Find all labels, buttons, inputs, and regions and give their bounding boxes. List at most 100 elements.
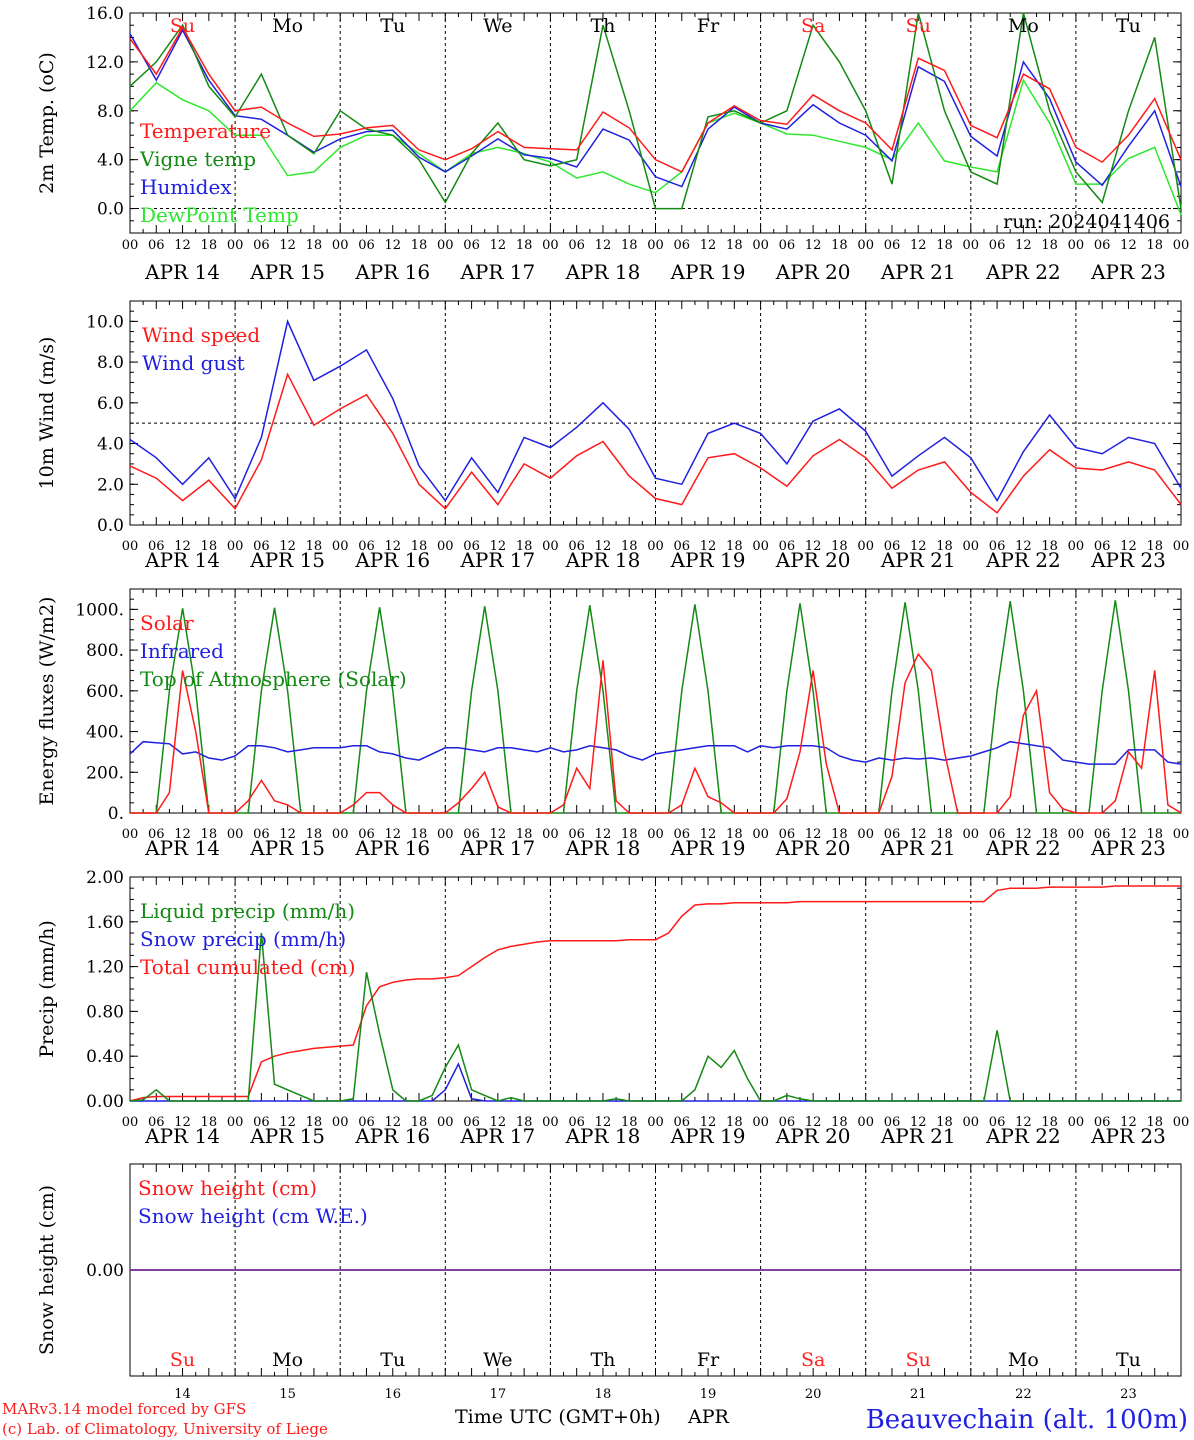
hour-label: 18 <box>936 238 953 253</box>
y-tick-label: 0.0 <box>97 200 124 220</box>
day-number: 21 <box>910 1387 927 1402</box>
hour-label: 06 <box>253 238 270 253</box>
hour-label: 18 <box>726 827 743 842</box>
legend-entry: Snow height (cm) <box>138 1176 317 1200</box>
hour-label: 18 <box>411 238 428 253</box>
hour-label: 06 <box>568 1115 585 1130</box>
hour-label: 00 <box>1068 539 1085 554</box>
hour-label: 00 <box>332 238 349 253</box>
hour-label: 00 <box>227 539 244 554</box>
series-line-total-cumulated-cm- <box>129 885 1181 1102</box>
hour-label: 06 <box>358 827 375 842</box>
y-tick-label: 16.0 <box>86 4 124 24</box>
hour-label: 06 <box>358 1115 375 1130</box>
legend-entry: Snow height (cm W.E.) <box>138 1204 368 1228</box>
hour-label: 00 <box>752 238 769 253</box>
date-label: APR 14 <box>144 548 220 572</box>
day-name-bottom: Mo <box>1008 1349 1039 1371</box>
hour-label: 06 <box>989 238 1006 253</box>
date-label: APR 20 <box>775 836 851 860</box>
hour-label: 06 <box>1094 1115 1111 1130</box>
day-number: 14 <box>174 1387 191 1402</box>
hour-label: 12 <box>805 539 822 554</box>
hour-label: 12 <box>1015 1115 1032 1130</box>
date-label: APR 16 <box>354 836 430 860</box>
hour-label: 00 <box>1173 238 1190 253</box>
hour-label: 00 <box>437 539 454 554</box>
date-label: APR 15 <box>249 836 325 860</box>
hour-label: 00 <box>227 827 244 842</box>
date-label: APR 21 <box>880 1124 956 1148</box>
hour-label: 18 <box>621 1115 638 1130</box>
legend-entry: DewPoint Temp <box>140 203 299 227</box>
hour-label: 12 <box>595 238 612 253</box>
hour-label: 12 <box>490 539 507 554</box>
hour-label: 00 <box>332 827 349 842</box>
hour-label: 06 <box>253 539 270 554</box>
hour-label: 00 <box>857 827 874 842</box>
hour-label: 18 <box>936 1115 953 1130</box>
y-tick-label: 400. <box>86 723 124 743</box>
date-label: APR 22 <box>985 548 1061 572</box>
date-label: APR 23 <box>1090 548 1166 572</box>
day-name-top: Sa <box>801 15 825 37</box>
date-label: APR 17 <box>459 260 535 284</box>
hour-label: 00 <box>963 238 980 253</box>
hour-label: 18 <box>306 827 323 842</box>
date-label: APR 16 <box>354 1124 430 1148</box>
hour-label: 12 <box>805 827 822 842</box>
day-name-bottom: Mo <box>272 1349 303 1371</box>
hour-label: 06 <box>463 539 480 554</box>
hour-label: 18 <box>1146 539 1163 554</box>
hour-label: 00 <box>437 238 454 253</box>
day-name-top: Fr <box>697 15 720 37</box>
day-name-top: Tu <box>1116 15 1141 37</box>
hour-label: 12 <box>805 238 822 253</box>
hour-label: 00 <box>647 827 664 842</box>
hour-label: 12 <box>174 1115 191 1130</box>
hour-label: 06 <box>148 827 165 842</box>
y-tick-label: 12.0 <box>86 53 124 73</box>
hour-label: 00 <box>857 1115 874 1130</box>
legend-entry: Vigne temp <box>139 147 256 171</box>
date-label: APR 18 <box>565 1124 641 1148</box>
hour-label: 12 <box>1015 827 1032 842</box>
hour-label: 00 <box>122 1115 139 1130</box>
legend-entry: Snow precip (mm/h) <box>140 927 346 951</box>
hour-label: 06 <box>989 827 1006 842</box>
date-label: APR 18 <box>565 260 641 284</box>
y-tick-label: 1.20 <box>86 958 124 978</box>
hour-label: 12 <box>1120 1115 1137 1130</box>
legend-entry: Infrared <box>140 639 224 663</box>
y-tick-label: 10.0 <box>86 312 124 332</box>
y-tick-label: 0.00 <box>86 1261 124 1281</box>
hour-label: 00 <box>227 1115 244 1130</box>
hour-label: 18 <box>1041 238 1058 253</box>
hour-label: 12 <box>700 238 717 253</box>
hour-label: 12 <box>1120 827 1137 842</box>
hour-label: 06 <box>358 539 375 554</box>
hour-label: 18 <box>831 238 848 253</box>
hour-label: 06 <box>568 827 585 842</box>
hour-label: 06 <box>674 238 691 253</box>
hour-label: 00 <box>1173 827 1190 842</box>
date-label: APR 21 <box>880 836 956 860</box>
hour-label: 00 <box>647 238 664 253</box>
day-name-bottom: Su <box>906 1349 931 1371</box>
y-tick-label: 200. <box>86 763 124 783</box>
hour-label: 00 <box>437 1115 454 1130</box>
day-number: 16 <box>384 1387 401 1402</box>
hour-label: 00 <box>332 539 349 554</box>
hour-label: 18 <box>1041 1115 1058 1130</box>
y-tick-label: 4.0 <box>97 435 124 455</box>
hour-label: 18 <box>621 539 638 554</box>
y-tick-label: 6.0 <box>97 394 124 414</box>
date-label: APR 22 <box>985 836 1061 860</box>
hour-label: 12 <box>174 827 191 842</box>
y-tick-label: 2.00 <box>86 868 124 888</box>
hour-label: 00 <box>227 238 244 253</box>
hour-label: 00 <box>122 238 139 253</box>
hour-label: 00 <box>1173 539 1190 554</box>
hour-label: 18 <box>831 1115 848 1130</box>
hour-label: 06 <box>779 539 796 554</box>
